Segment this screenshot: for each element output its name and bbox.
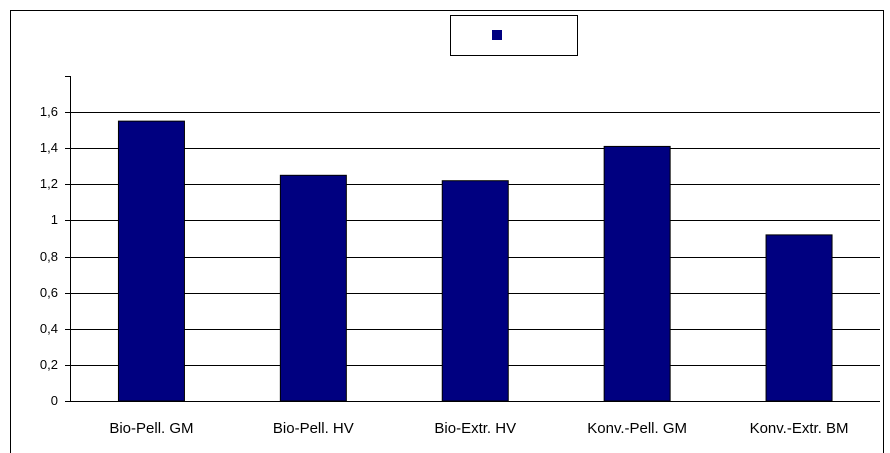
y-tick-label: 0,6 bbox=[40, 285, 58, 300]
y-tick-label: 0 bbox=[51, 393, 58, 408]
x-tick-label: Konv.-Extr. BM bbox=[750, 420, 849, 437]
y-tick-label: 1 bbox=[51, 212, 58, 227]
x-tick-label: Bio-Pell. GM bbox=[109, 420, 193, 437]
y-tick-label: 1,4 bbox=[40, 140, 58, 155]
x-tick-label: Bio-Pell. HV bbox=[273, 420, 354, 437]
bar bbox=[117, 120, 185, 402]
bar bbox=[441, 180, 509, 402]
y-tick-label: 0,2 bbox=[40, 357, 58, 372]
bar bbox=[765, 234, 833, 402]
bar bbox=[603, 145, 671, 402]
y-tick-label: 0,4 bbox=[40, 321, 58, 336]
y-tick-label: 1,6 bbox=[40, 104, 58, 119]
bar bbox=[279, 174, 347, 402]
x-tick-label: Bio-Extr. HV bbox=[434, 420, 516, 437]
legend-marker bbox=[492, 30, 502, 40]
y-tick-label: 0,8 bbox=[40, 249, 58, 264]
x-tick-label: Konv.-Pell. GM bbox=[587, 420, 687, 437]
legend bbox=[450, 15, 578, 56]
y-tick-label: 1,2 bbox=[40, 176, 58, 191]
